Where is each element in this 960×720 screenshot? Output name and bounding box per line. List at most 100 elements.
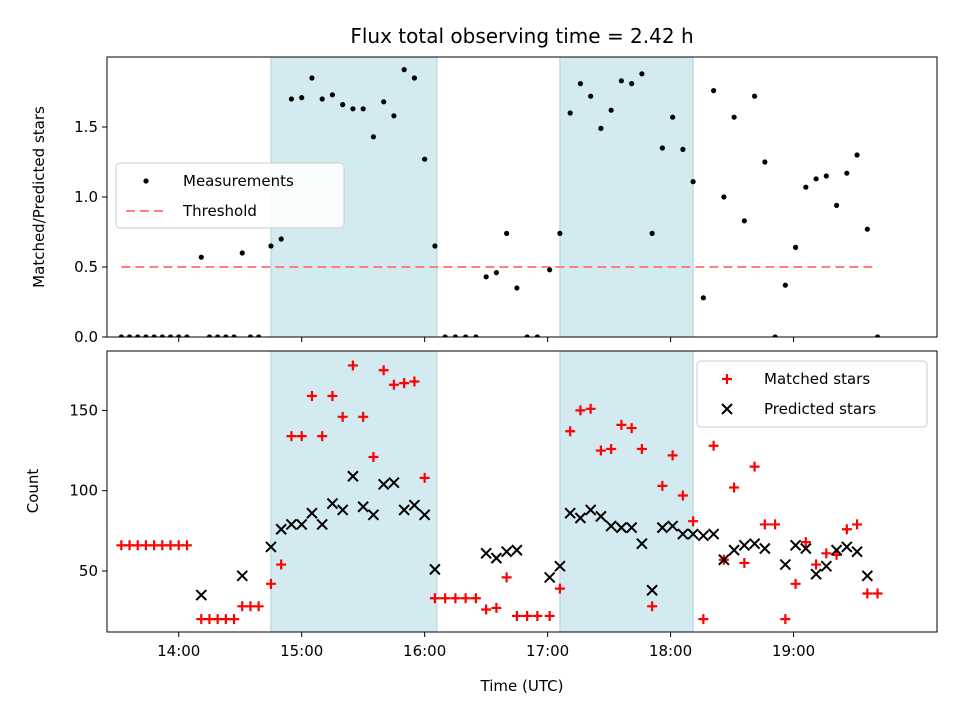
legend: Matched stars Predicted stars [696,360,928,428]
predicted-star-point [625,521,638,534]
matched-star-point [831,549,842,560]
top-panel: 0.0 0.5 1.0 1.5 Measurements Threshold [74,56,938,346]
matched-star-point [253,601,264,612]
matched-star-point [811,559,822,570]
measurement-point [370,134,377,140]
matched-star-point [800,537,811,548]
predicted-star-point [615,521,628,534]
measurement-point [473,334,479,337]
measurement-point [299,95,305,101]
matched-star-point [450,593,461,604]
legend-entry-label: Threshold [182,202,257,220]
predicted-star-point [779,558,792,571]
predicted-star-point [357,501,369,513]
x-tick-label: 19:00 [772,642,815,660]
measurement-point [690,179,696,185]
measurement-point [432,243,438,249]
measurement-point [629,81,635,87]
matched-star-point [491,602,502,613]
matched-star-point [276,559,287,570]
measurement-point [721,194,727,200]
matched-star-point [409,376,420,387]
predicted-star-point [408,499,421,511]
measurement-point [608,107,614,113]
measurement-point [700,295,706,301]
matched-star-point [585,403,596,414]
legend-entry-label: Measurements [183,172,294,190]
matched-star-point [358,411,369,422]
predicted-star-point [605,520,617,532]
measurement-point [319,96,325,102]
matched-star-point [306,390,317,401]
measurement-point [524,334,530,337]
measurement-point [670,114,676,120]
matched-star-point [522,610,533,621]
legend-entry-label: Matched stars [764,370,870,388]
matched-star-point [852,519,863,530]
shaded-interval [559,57,694,337]
predicted-star-point [265,541,277,553]
predicted-star-point [490,552,503,564]
predicted-star-point [480,547,492,560]
predicted-star-point [275,523,287,535]
measurement-point [618,78,624,84]
predicted-star-point [851,546,863,558]
predicted-star-point [707,528,720,540]
measurement-point [557,230,563,236]
matched-star-point [481,604,492,615]
predicted-star-point [595,510,607,523]
predicted-star-point [367,509,380,521]
predicted-star-point [316,518,328,531]
x-axis-label: Time (UTC) [480,677,564,695]
measurement-point [231,334,237,337]
predicted-star-point [336,504,349,516]
predicted-star-point [306,507,318,519]
predicted-star-point [697,529,710,542]
predicted-star-point [511,544,523,556]
measurement-point [126,334,133,337]
measurement-point [288,96,295,102]
measurement-point [422,156,428,162]
x-tick-label: 15:00 [280,642,323,660]
measurement-point [577,81,584,87]
measurement-point [159,334,165,337]
matched-star-point [821,548,832,559]
matched-star-point [419,472,430,483]
matched-star-point [688,516,699,527]
matched-star-point [606,443,617,454]
predicted-star-point [574,512,587,524]
measurement-point [176,334,182,337]
measurement-point [680,146,686,152]
measurement-point [854,152,860,158]
measurement-point [752,93,758,99]
matched-star-point [729,482,740,493]
predicted-star-point [347,470,359,482]
predicted-star-point [646,584,658,596]
legend-marker [143,178,149,184]
y-tick-label: 50 [79,562,98,580]
measurement-point [782,282,788,288]
predicted-star-point [820,560,833,572]
predicted-star-point [687,528,699,540]
measurement-point [151,334,157,337]
matched-star-point [708,440,719,451]
predicted-star-point [748,537,761,550]
matched-star-point [265,578,276,589]
y-tick-label: 1.0 [74,188,98,206]
matched-star-point [429,593,440,604]
predicted-star-point [728,544,740,556]
predicted-star-point [554,560,566,572]
matched-star-point [739,557,750,568]
measurement-point [256,334,262,337]
measurement-point [711,88,717,94]
matched-star-point [229,614,240,625]
measurement-point [309,75,315,81]
measurement-point [167,334,174,337]
measurement-point [844,170,850,176]
chart-title: Flux total observing time = 2.42 h [350,24,693,48]
predicted-star-point [677,528,689,540]
predicted-star-point [285,518,298,531]
matched-star-point [759,519,770,530]
predicted-star-point [800,542,812,555]
